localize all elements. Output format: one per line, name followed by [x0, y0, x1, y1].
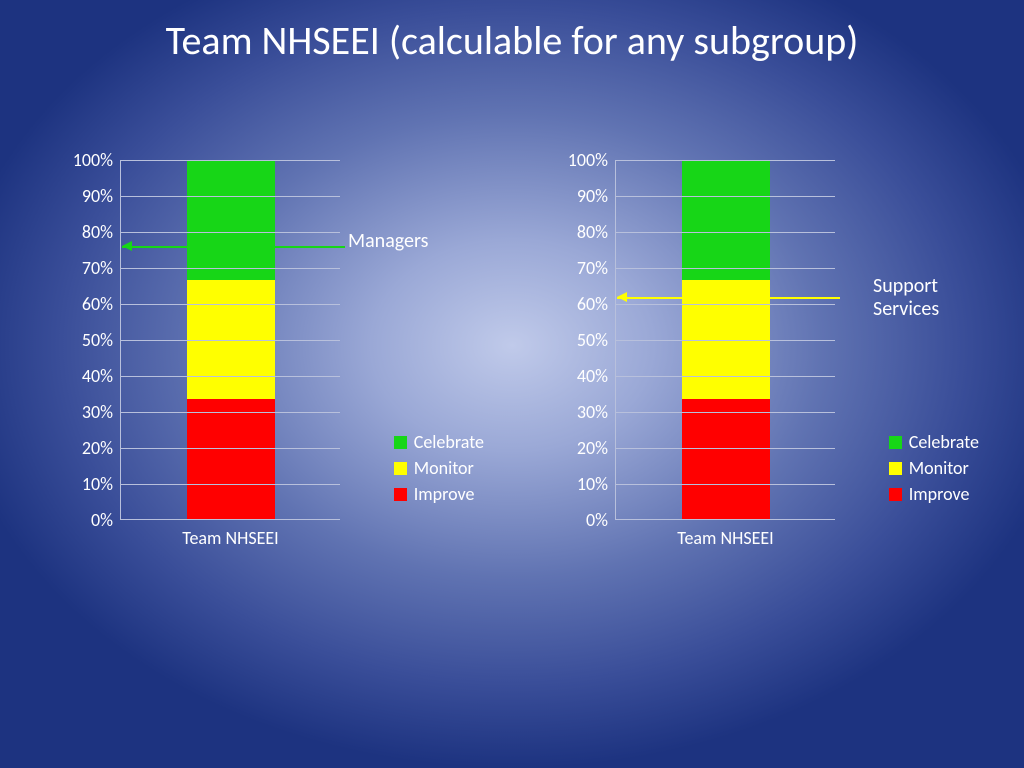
legend-label-monitor: Monitor: [414, 457, 474, 479]
gridline: [121, 196, 340, 197]
page-title: Team NHSEEI (calculable for any subgroup…: [0, 18, 1024, 64]
gridline: [616, 340, 835, 341]
gridline: [121, 340, 340, 341]
chart-left-annotation-label: Managers: [348, 230, 428, 253]
ytick-label: 100%: [568, 149, 608, 171]
ytick-label: 60%: [82, 293, 113, 315]
gridline: [121, 448, 340, 449]
legend-swatch-monitor-r: [889, 462, 902, 475]
gridline: [121, 412, 340, 413]
chart-left: Team NHSEEI 0% 10% 20% 30% 40% 50% 60% 70% 80% 90…: [60, 160, 490, 620]
chart-left-plot: Team NHSEEI 0%10%20%30%40%50%60%70%80%90…: [120, 160, 340, 520]
annotation-arrowhead-icon: [122, 241, 132, 251]
legend-item-monitor: Monitor: [394, 457, 484, 479]
gridline: [121, 484, 340, 485]
gridline: [616, 304, 835, 305]
ytick-label: 20%: [82, 437, 113, 459]
chart-right-annotation-label: Support Services: [873, 275, 963, 321]
chart-left-legend: Celebrate Monitor Improve: [394, 427, 484, 505]
gridline: [616, 448, 835, 449]
ytick-label: 20%: [577, 437, 608, 459]
ytick-label: 100%: [73, 149, 113, 171]
ytick-label: 0%: [91, 509, 113, 531]
ytick-label: 70%: [577, 257, 608, 279]
gridline: [616, 232, 835, 233]
gridline: [121, 232, 340, 233]
gridline: [121, 304, 340, 305]
ytick-label: 90%: [577, 185, 608, 207]
legend-swatch-improve: [394, 488, 407, 501]
legend-swatch-celebrate-r: [889, 436, 902, 449]
chart-left-seg-celebrate: [187, 160, 275, 280]
gridline: [616, 160, 835, 161]
legend-item-improve-r: Improve: [889, 483, 979, 505]
ytick-label: 80%: [577, 221, 608, 243]
chart-right-xlabel: Team NHSEEI: [616, 527, 835, 549]
legend-swatch-improve-r: [889, 488, 902, 501]
gridline: [616, 484, 835, 485]
chart-right-seg-improve: [682, 399, 770, 519]
legend-item-celebrate: Celebrate: [394, 431, 484, 453]
legend-label-celebrate-r: Celebrate: [909, 431, 979, 453]
ytick-label: 80%: [82, 221, 113, 243]
ytick-label: 0%: [586, 509, 608, 531]
legend-label-improve-r: Improve: [909, 483, 970, 505]
chart-left-xlabel: Team NHSEEI: [121, 527, 340, 549]
chart-right: Team NHSEEI 0% 10% 20% 30% 40% 50% 60% 70% 80% 90…: [555, 160, 985, 620]
gridline: [121, 160, 340, 161]
legend-item-improve: Improve: [394, 483, 484, 505]
legend-label-celebrate: Celebrate: [414, 431, 484, 453]
ytick-label: 30%: [577, 401, 608, 423]
annotation-arrow: [617, 297, 840, 299]
annotation-arrow: [122, 246, 345, 248]
ytick-label: 50%: [82, 329, 113, 351]
ytick-label: 90%: [82, 185, 113, 207]
legend-swatch-celebrate: [394, 436, 407, 449]
ytick-label: 10%: [577, 473, 608, 495]
legend-swatch-monitor: [394, 462, 407, 475]
gridline: [616, 268, 835, 269]
ytick-label: 10%: [82, 473, 113, 495]
gridline: [121, 268, 340, 269]
legend-item-monitor-r: Monitor: [889, 457, 979, 479]
gridline: [616, 376, 835, 377]
ytick-label: 60%: [577, 293, 608, 315]
ytick-label: 70%: [82, 257, 113, 279]
legend-label-monitor-r: Monitor: [909, 457, 969, 479]
gridline: [121, 376, 340, 377]
legend-item-celebrate-r: Celebrate: [889, 431, 979, 453]
ytick-label: 50%: [577, 329, 608, 351]
annotation-arrowhead-icon: [617, 292, 627, 302]
gridline: [616, 196, 835, 197]
legend-label-improve: Improve: [414, 483, 475, 505]
ytick-label: 40%: [82, 365, 113, 387]
ytick-label: 30%: [82, 401, 113, 423]
chart-right-legend: Celebrate Monitor Improve: [889, 427, 979, 505]
gridline: [616, 412, 835, 413]
chart-right-plot: Team NHSEEI 0%10%20%30%40%50%60%70%80%90…: [615, 160, 835, 520]
chart-left-seg-improve: [187, 399, 275, 519]
chart-right-seg-celebrate: [682, 160, 770, 280]
ytick-label: 40%: [577, 365, 608, 387]
